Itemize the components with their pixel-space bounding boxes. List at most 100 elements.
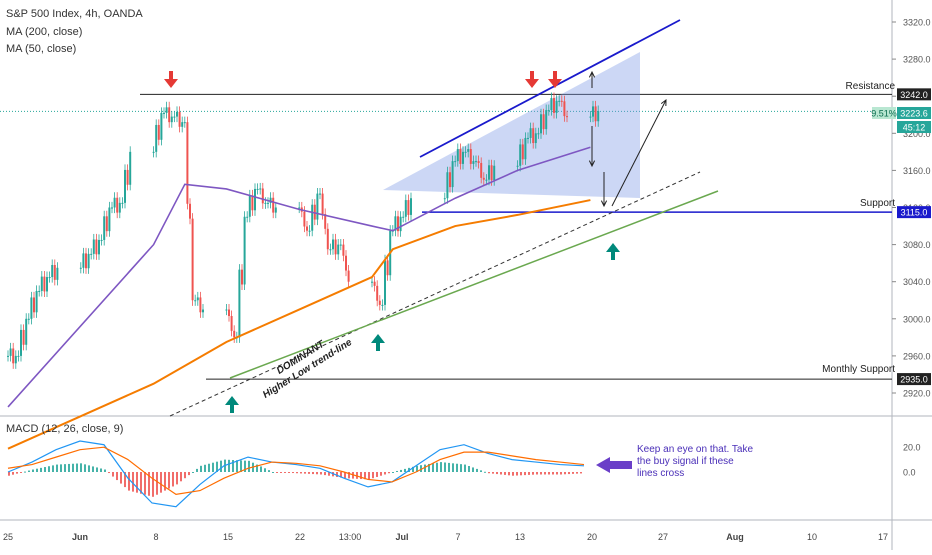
- candle-body: [178, 111, 181, 127]
- price-tick-label: 3320.0: [903, 18, 931, 28]
- candle-body: [537, 133, 540, 135]
- price-tick-label: 3040.0: [903, 277, 931, 287]
- candle-body: [532, 128, 535, 144]
- macd-histogram-bar: [108, 472, 110, 474]
- candle-body: [95, 239, 98, 255]
- macd-histogram-bar: [144, 472, 146, 495]
- candle-body: [228, 309, 230, 317]
- macd-histogram-bar: [96, 467, 98, 472]
- candle-body: [404, 200, 407, 217]
- candle-body: [56, 267, 59, 280]
- candle-body: [157, 124, 160, 140]
- candle-body: [566, 116, 568, 118]
- macd-histogram-bar: [528, 472, 530, 475]
- macd-histogram-bar: [28, 470, 30, 472]
- macd-histogram-bar: [548, 472, 550, 475]
- candle-body: [261, 188, 264, 204]
- green-arrow-up-1-shaft: [230, 405, 234, 413]
- candle-body: [165, 107, 168, 113]
- macd-histogram-bar: [20, 472, 22, 473]
- macd-histogram-bar: [248, 460, 250, 472]
- projection-arrow-up-2: [611, 99, 667, 207]
- macd-histogram-bar: [260, 466, 262, 472]
- candle-body: [87, 253, 90, 269]
- support-badge-bg: [897, 206, 931, 219]
- macd-histogram-bar: [360, 472, 362, 480]
- candle-body: [464, 151, 467, 153]
- macd-histogram-bar: [312, 472, 314, 475]
- candle-body: [319, 193, 321, 195]
- candle-body: [397, 216, 399, 232]
- macd-histogram-bar: [8, 472, 10, 476]
- candle-body: [493, 165, 496, 181]
- macd-histogram-bar: [448, 462, 450, 472]
- candle-body: [446, 172, 449, 199]
- red-arrow-down-3: [548, 79, 562, 88]
- macd-histogram-bar: [348, 472, 350, 479]
- candle-body: [345, 255, 347, 271]
- macd-histogram-bar: [92, 466, 94, 472]
- green-arrow-up-2: [371, 334, 385, 343]
- candle-body: [342, 244, 345, 256]
- time-label: 10: [807, 532, 817, 542]
- macd-histogram-bar: [160, 472, 162, 493]
- macd-histogram-bar: [204, 464, 206, 472]
- macd-histogram-bar: [400, 469, 402, 472]
- candle-body: [48, 277, 51, 279]
- macd-histogram-bar: [488, 472, 490, 474]
- candle-body: [542, 114, 545, 130]
- candle-body: [170, 116, 173, 123]
- macd-histogram-bar: [572, 472, 574, 474]
- current-pct-badge: 9.51%: [871, 109, 897, 119]
- macd-legend: MACD (12, 26, close, 9): [6, 423, 124, 435]
- macd-histogram-bar: [208, 463, 210, 472]
- macd-histogram-bar: [212, 462, 214, 472]
- red-arrow-down-2-shaft: [530, 71, 534, 79]
- projection-arrow-down-1-head: [588, 160, 596, 168]
- macd-histogram-bar: [176, 472, 178, 485]
- macd-histogram-bar: [556, 472, 558, 475]
- macd-histogram-bar: [304, 472, 306, 474]
- macd-histogram-bar: [152, 472, 154, 497]
- macd-histogram-bar: [12, 472, 14, 475]
- macd-histogram-bar: [536, 472, 538, 475]
- candle-body: [410, 198, 412, 215]
- candle-body: [550, 98, 553, 111]
- ma200-legend: MA (200, close): [6, 26, 83, 38]
- projection-arrow-up-2-head: [660, 98, 667, 107]
- candle-body: [545, 110, 548, 130]
- candle-body: [173, 116, 176, 118]
- candle-body: [108, 207, 111, 232]
- candle-body: [337, 244, 340, 255]
- candle-body: [35, 290, 38, 313]
- macd-tick-label: 20.0: [903, 443, 921, 453]
- channel-top-line: [419, 19, 681, 158]
- macd-histogram-bar: [192, 472, 194, 473]
- candle-body: [98, 239, 100, 255]
- macd-histogram-bar: [76, 463, 78, 472]
- macd-histogram-bar: [72, 463, 74, 472]
- candle-body: [155, 124, 158, 152]
- time-label: Jul: [395, 532, 408, 542]
- macd-histogram-bar: [440, 462, 442, 472]
- macd-histogram-bar: [44, 467, 46, 472]
- candle-body: [553, 98, 555, 113]
- macd-histogram-bar: [552, 472, 554, 475]
- candle-body: [449, 172, 451, 188]
- candle-body: [118, 202, 121, 213]
- candle-body: [311, 204, 314, 231]
- candle-body: [116, 197, 119, 213]
- macd-note: Keep an eye on that. Take the buy signal…: [637, 444, 754, 479]
- macd-histogram-bar: [280, 472, 282, 473]
- macd-histogram-bar: [156, 472, 158, 495]
- countdown-badge-bg: [897, 121, 931, 133]
- candle-body: [456, 149, 459, 162]
- candle-body: [251, 195, 254, 211]
- macd-histogram-bar: [412, 466, 414, 472]
- resistance-badge-bg: [897, 88, 931, 101]
- price-tick-label: 2960.0: [903, 351, 931, 361]
- candle-body: [524, 137, 527, 160]
- macd-histogram-bar: [64, 464, 66, 472]
